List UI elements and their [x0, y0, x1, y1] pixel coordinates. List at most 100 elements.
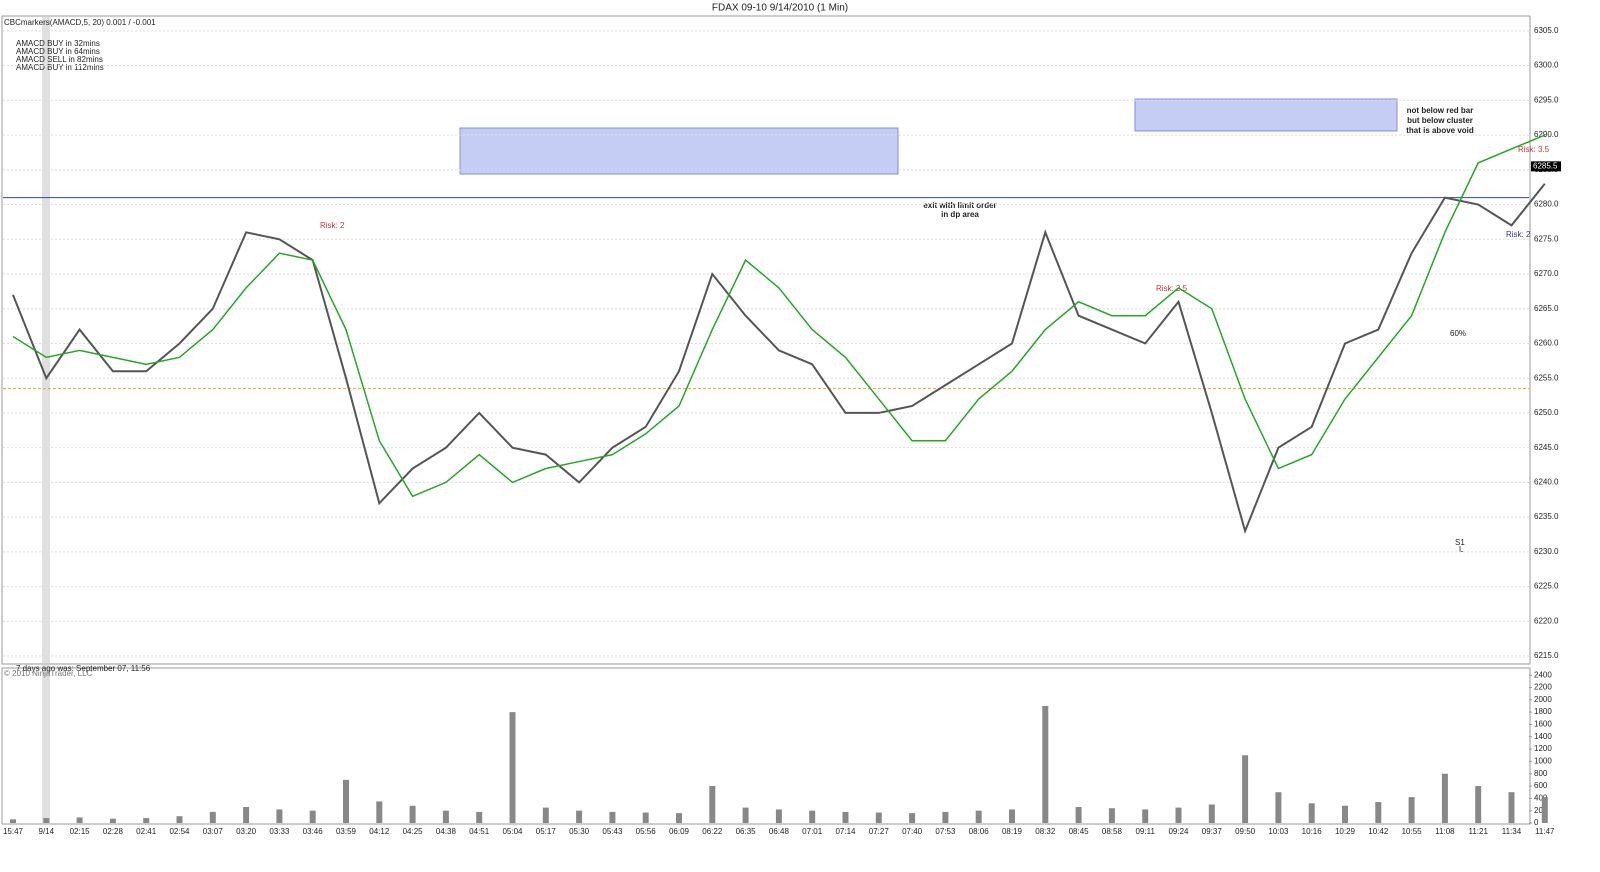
volume-bar [909, 813, 916, 823]
volume-bar [309, 810, 316, 823]
x-tick-label: 08:19 [1002, 827, 1023, 836]
annotation: 60% [1450, 329, 1466, 338]
volume-tick-label: 600 [1534, 781, 1548, 790]
x-tick-label: 02:15 [70, 827, 91, 836]
x-tick-label: 09:24 [1168, 827, 1189, 836]
zone-box [1134, 98, 1398, 132]
y-tick-label: 6305.0 [1534, 26, 1559, 35]
x-tick-label: 06:22 [702, 827, 723, 836]
x-tick-label: 08:32 [1035, 827, 1056, 836]
y-tick-label: 6270.0 [1534, 269, 1559, 278]
y-tick-label: 6275.0 [1534, 234, 1559, 243]
x-tick-label: 05:56 [636, 827, 657, 836]
volume-bar [775, 809, 782, 823]
x-tick-label: 06:48 [769, 827, 790, 836]
note: AMACD BUY in 64mins [16, 47, 100, 56]
volume-bar [476, 811, 483, 823]
volume-bar [1009, 809, 1015, 823]
volume-bar [875, 812, 882, 823]
x-tick-label: 02:41 [136, 827, 157, 836]
note: AMACD BUY in 32mins [16, 39, 100, 48]
volume-bar [742, 807, 749, 823]
x-tick-label: 04:51 [469, 827, 490, 836]
annotation: Risk: 2.5 [1156, 284, 1188, 293]
volume-bar [1042, 705, 1049, 823]
x-tick-label: 07:27 [869, 827, 890, 836]
volume-bar [143, 818, 150, 823]
y-tick-label: 6280.0 [1534, 200, 1559, 209]
x-tick-label: 07:40 [902, 827, 923, 836]
x-tick-label: 05:04 [502, 827, 523, 836]
volume-bar [542, 807, 549, 823]
volume-bar [1108, 808, 1115, 823]
volume-bar [209, 811, 216, 823]
note: AMACD SELL in 82mins [16, 55, 103, 64]
x-tick-label: 10:55 [1402, 827, 1423, 836]
x-tick-label: 03:59 [336, 827, 357, 836]
copyright: © 2010 NinjaTrader, LLC [4, 669, 93, 678]
annotation: 7 days ago was: September 07, 11:56 [16, 664, 151, 673]
volume-bar [975, 810, 982, 823]
price-line [12, 183, 1546, 535]
zone-box [459, 127, 899, 175]
x-tick-label: 08:58 [1102, 827, 1123, 836]
x-tick-label: 09:50 [1235, 827, 1256, 836]
y-tick-label: 6220.0 [1534, 616, 1559, 625]
y-tick-label: 6240.0 [1534, 478, 1559, 487]
annotation: L [1459, 545, 1464, 554]
volume-bar [1408, 797, 1415, 823]
x-tick-label: 03:33 [269, 827, 290, 836]
volume-bar [509, 712, 516, 823]
annotation: Risk: 2 [320, 221, 345, 230]
x-tick-label: 06:35 [736, 827, 757, 836]
volume-bar [1375, 802, 1382, 823]
volume-bar [1142, 809, 1149, 823]
last-price-box [1531, 161, 1561, 172]
x-tick-label: 11:21 [1468, 827, 1488, 836]
volume-tick-label: 2000 [1534, 695, 1552, 704]
volume-bar [276, 809, 283, 823]
x-tick-label: 03:20 [236, 827, 257, 836]
x-tick-label: 10:16 [1302, 827, 1323, 836]
volume-bar [1475, 786, 1482, 823]
volume-tick-label: 400 [1534, 793, 1548, 802]
volume-tick-label: 1800 [1534, 707, 1552, 716]
volume-tick-label: 1000 [1534, 757, 1552, 766]
x-tick-label: 05:43 [602, 827, 623, 836]
x-tick-label: 11:08 [1435, 827, 1455, 836]
volume-bar [409, 805, 416, 823]
volume-bar [576, 810, 583, 823]
session-marker [42, 16, 50, 824]
annotation: S1 [1455, 538, 1465, 547]
x-tick-label: 06:09 [669, 827, 690, 836]
volume-tick-label: 800 [1534, 769, 1548, 778]
volume-bar [243, 806, 250, 823]
x-tick-label: 02:28 [103, 827, 124, 836]
y-tick-label: 6265.0 [1534, 304, 1559, 313]
x-tick-label: 11:47 [1535, 827, 1555, 836]
y-tick-label: 6230.0 [1534, 547, 1559, 556]
y-tick-label: 6250.0 [1534, 408, 1559, 417]
volume-tick-label: 1200 [1534, 744, 1552, 753]
y-tick-label: 6235.0 [1534, 512, 1559, 521]
y-tick-label: 6260.0 [1534, 339, 1559, 348]
volume-bar [1208, 804, 1215, 823]
volume-bar [1175, 807, 1182, 823]
x-tick-label: 07:14 [835, 827, 856, 836]
volume-tick-label: 2200 [1534, 683, 1552, 692]
volume-bar [1308, 803, 1315, 823]
volume-bar [709, 786, 716, 823]
x-tick-label: 15:47 [3, 827, 24, 836]
volume-bar [942, 811, 949, 823]
annotation: Risk: 3.5 [1518, 145, 1550, 154]
volume-bar [109, 818, 116, 823]
annotation: not below red bar [1407, 106, 1474, 115]
volume-tick-label: 2400 [1534, 670, 1552, 679]
y-tick-label: 6225.0 [1534, 582, 1559, 591]
annotation: Risk: 2 [1506, 230, 1531, 239]
x-tick-label: 05:30 [569, 827, 590, 836]
x-tick-label: 04:38 [436, 827, 457, 836]
volume-tick-label: 0 [1534, 818, 1539, 827]
x-tick-label: 10:29 [1335, 827, 1356, 836]
